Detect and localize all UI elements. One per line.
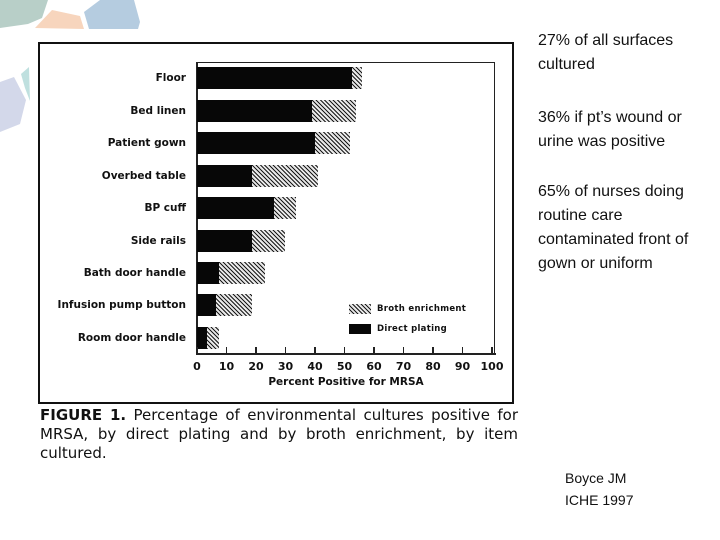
bar-row	[197, 294, 252, 316]
note-wound: 36% if pt’s wound or urine was positive	[538, 109, 682, 150]
category-label: BP cuff	[144, 202, 186, 214]
x-tick-label: 50	[336, 360, 353, 373]
category-label: Floor	[155, 72, 186, 84]
bar-segment-broth-enrichment	[219, 262, 265, 284]
x-tick-label: 20	[248, 360, 264, 373]
y-axis	[196, 62, 198, 354]
bar-segment-direct-plating	[197, 132, 315, 154]
solid-swatch-icon	[349, 324, 371, 334]
bar-row	[197, 327, 220, 349]
figure-frame	[38, 42, 514, 404]
category-label: Side rails	[130, 235, 186, 247]
note-surfaces: 27% of all surfaces cultured	[538, 32, 674, 73]
x-tick	[432, 347, 434, 353]
x-tick	[314, 347, 316, 353]
bar-segment-broth-enrichment	[251, 230, 286, 252]
category-label: Bath door handle	[83, 267, 186, 279]
hatched-swatch-icon	[349, 304, 371, 314]
bar-segment-broth-enrichment	[216, 294, 252, 316]
bar-segment-direct-plating	[197, 327, 208, 349]
bar-segment-direct-plating	[197, 197, 274, 219]
citation-source: ICHE 1997	[565, 492, 634, 508]
bar-row	[197, 132, 351, 154]
citation-author: Boyce JM	[565, 470, 627, 486]
plot-area	[197, 62, 495, 354]
x-tick	[255, 347, 257, 353]
x-tick-label: 100	[480, 360, 504, 373]
legend-item-broth: Broth enrichment	[349, 304, 466, 314]
legend-item-direct: Direct plating	[349, 324, 447, 334]
bar-row	[197, 100, 357, 122]
x-axis	[196, 353, 496, 355]
bar-segment-direct-plating	[197, 100, 313, 122]
x-tick-label: 60	[366, 360, 382, 373]
x-axis-label: Percent Positive for MRSA	[268, 376, 424, 388]
bar-row	[197, 197, 296, 219]
decorative-hexagons	[0, 0, 140, 132]
x-tick	[461, 347, 464, 353]
bar-row	[197, 262, 265, 284]
x-tick-label: 30	[277, 360, 294, 373]
x-tick	[491, 347, 493, 353]
legend-label: Direct plating	[377, 324, 448, 334]
figure-caption: FIGURE 1. Percentage of environmental cu…	[40, 406, 518, 463]
bar-segment-broth-enrichment	[251, 165, 318, 187]
citation: Boyce JM ICHE 1997	[565, 467, 633, 511]
bar-row	[197, 230, 286, 252]
green-hexagon-shape	[0, 0, 48, 28]
x-tick-label: 90	[454, 360, 471, 373]
bar-segment-broth-enrichment	[207, 327, 220, 349]
peach-hexagon-shape	[35, 10, 84, 29]
caption-text: Percentage of environmental cultures pos…	[40, 406, 518, 462]
x-tick	[402, 347, 405, 353]
x-tick-label: 0	[193, 360, 201, 373]
x-tick-label: 40	[307, 360, 323, 373]
category-label: Infusion pump button	[57, 299, 186, 311]
bar-segment-broth-enrichment	[351, 67, 363, 89]
bar-segment-direct-plating	[197, 262, 220, 284]
x-tick	[284, 347, 287, 353]
teal-sliver-shape	[21, 67, 30, 101]
category-label: Room door handle	[77, 332, 186, 344]
lavender-hexagon-shape	[0, 77, 26, 132]
legend-label: Broth enrichment	[377, 304, 467, 314]
note-nurses: 65% of nurses doing routine care contami…	[538, 183, 689, 272]
x-tick	[373, 347, 375, 353]
x-tick-label: 10	[218, 360, 235, 373]
bar-row	[197, 67, 363, 89]
bar-segment-broth-enrichment	[315, 132, 351, 154]
category-label: Patient gown	[107, 137, 186, 149]
category-label: Bed linen	[130, 105, 186, 117]
bar-segment-direct-plating	[197, 67, 352, 89]
bar-row	[197, 165, 318, 187]
bar-segment-broth-enrichment	[312, 100, 357, 122]
bar-segment-direct-plating	[197, 294, 217, 316]
bar-segment-broth-enrichment	[273, 197, 296, 219]
bar-segment-direct-plating	[197, 165, 252, 187]
category-label: Overbed table	[101, 170, 186, 182]
x-tick-label: 80	[425, 360, 441, 373]
bar-segment-direct-plating	[197, 230, 252, 252]
x-tick	[196, 347, 198, 353]
x-tick	[225, 347, 228, 353]
blue-hexagon-shape	[84, 0, 140, 29]
x-tick-label: 70	[395, 360, 412, 373]
figure-label: FIGURE 1.	[40, 406, 127, 424]
x-tick	[343, 347, 346, 353]
